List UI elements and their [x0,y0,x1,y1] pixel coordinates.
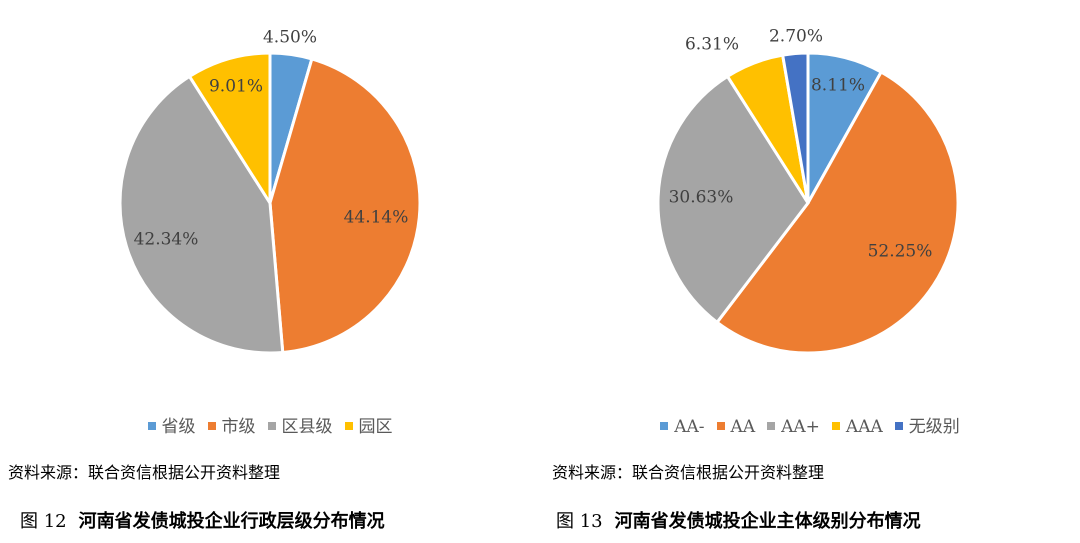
data-label: 52.25% [868,242,933,262]
pie-slice-3 [118,74,285,355]
pie-slice-5 [780,51,810,204]
data-label: 30.63% [669,188,734,208]
legend-label: AA- [674,417,705,437]
pie-chart-administrative-level: 4.50% 44.14% 42.34% 9.01% [118,28,422,355]
legend-swatch [767,421,776,430]
legend-item: AA- [660,417,705,437]
figure-title: 河南省发债城投企业主体级别分布情况 [614,511,921,532]
legend-label: AA+ [781,417,820,437]
data-label: 8.11% [811,76,865,96]
figure-number: 图 13 [556,511,603,532]
legend-swatch [660,421,669,430]
source-note: 资料来源：联合资信根据公开资料整理 [552,463,825,482]
legend-swatch [894,421,903,430]
legend-credit-rating: AA- AA AA+ AAA 无级别 [540,412,1080,437]
data-label: 9.01% [209,77,263,97]
legend-swatch [207,421,216,430]
legend-label: 省级 [161,417,196,437]
legend-label: 区县级 [281,417,333,437]
legend-swatch [716,421,725,430]
legend-item: AAA [831,417,883,437]
legend-item: AA [716,417,756,437]
legend-item: 无级别 [894,412,960,437]
data-label: 44.14% [344,208,409,228]
chart-panel-administrative-level: 4.50% 44.14% 42.34% 9.01% 省级 市级 区县级 园区 资料来源：联合… [0,28,540,533]
legend-label: AA [730,417,756,437]
legend-swatch [344,421,353,430]
legend-label: 市级 [221,417,256,437]
legend-item: 区县级 [267,412,333,437]
legend-item: 省级 [147,412,196,437]
legend-label: AAA [845,417,883,437]
figure-title: 河南省发债城投企业行政层级分布情况 [78,511,385,532]
chart-panel-credit-rating: 8.11% 52.25% 30.63% 6.31% 2.70% AA- AA AA+ AAA 无… [540,0,1080,543]
legend-administrative-level: 省级 市级 区县级 园区 [0,412,540,437]
source-note: 资料来源：联合资信根据公开资料整理 [8,463,281,482]
pie-chart-credit-rating: 8.11% 52.25% 30.63% 6.31% 2.70% [656,27,960,355]
legend-item: 市级 [207,412,256,437]
legend-swatch [267,421,276,430]
figure-caption: 图 13 河南省发债城投企业主体级别分布情况 [556,507,921,533]
data-label: 4.50% [263,28,317,48]
pie-slice-2 [268,57,422,355]
legend-item: AA+ [767,417,820,437]
legend-label: 园区 [358,417,393,437]
figure-caption: 图 12 河南省发债城投企业行政层级分布情况 [20,507,385,533]
legend-label: 无级别 [908,417,960,437]
data-label: 2.70% [769,27,823,47]
legend-swatch [147,421,156,430]
data-label: 6.31% [685,35,739,55]
legend-swatch [831,421,840,430]
pie-slice-3 [656,74,810,325]
figure-number: 图 12 [20,511,67,532]
pie-slice-4 [187,51,272,209]
data-label: 42.34% [134,230,199,250]
pie-slice-2 [715,70,960,355]
legend-item: 园区 [344,412,393,437]
